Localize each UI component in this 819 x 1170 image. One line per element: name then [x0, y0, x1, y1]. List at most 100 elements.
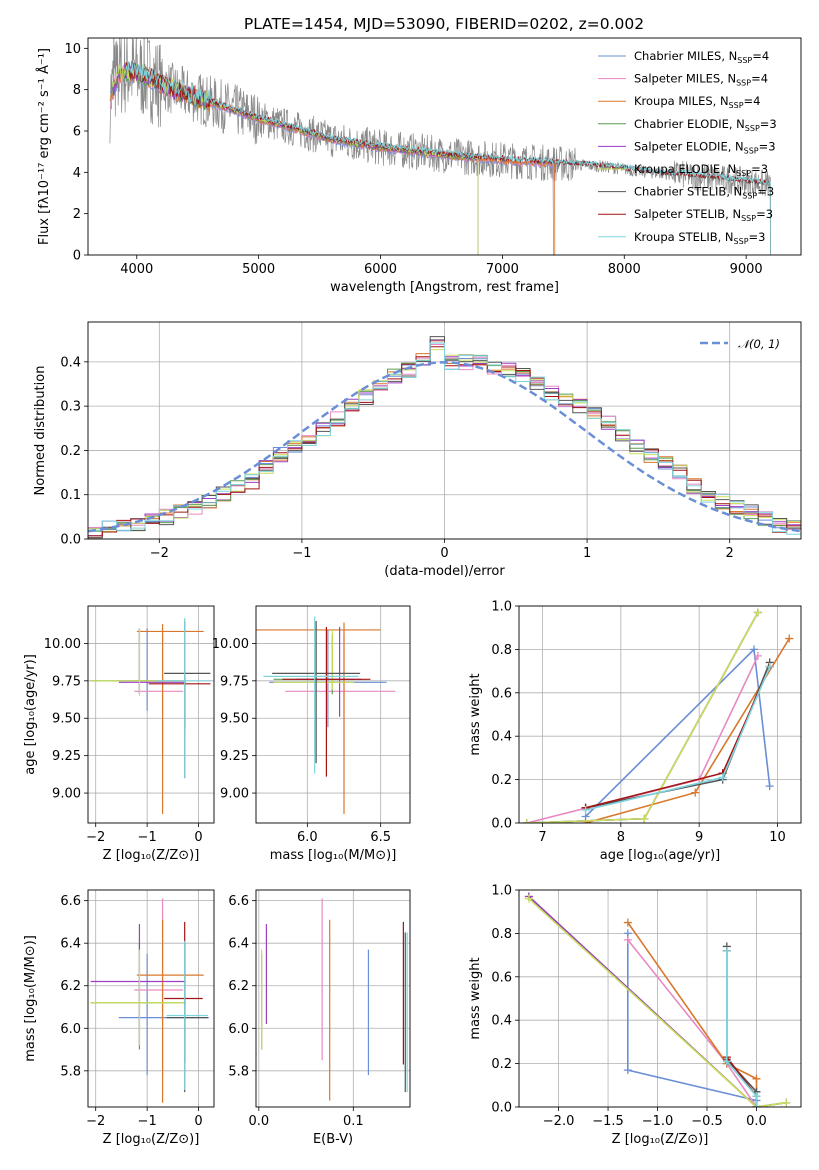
x-tick-label: 4000 — [120, 262, 153, 277]
x-tick-label: −2.0 — [543, 1114, 575, 1129]
spectrum-plot-area — [109, 38, 771, 255]
x-tick-label: 5000 — [242, 262, 275, 277]
legend-entry: Chabrier STELIB, NSSP=3 — [634, 185, 774, 201]
y-tick-label: 10 — [64, 42, 81, 57]
x-tick-label: 7 — [538, 830, 546, 845]
x-tick-label: 0 — [194, 830, 202, 845]
y-tick-label: 9.25 — [220, 749, 249, 764]
massweight-point-marker — [782, 1098, 791, 1107]
y-tick-label: 9.25 — [52, 749, 81, 764]
y-tick-label: 9.00 — [220, 787, 249, 802]
figure-title: PLATE=1454, MJD=53090, FIBERID=0202, z=0… — [244, 15, 644, 33]
massweight-point-marker — [718, 773, 727, 782]
x-tick-label: 6000 — [364, 262, 397, 277]
legend-entry: Chabrier ELODIE, NSSP=3 — [634, 117, 777, 133]
massweight-plot-area — [522, 608, 794, 823]
massweight-series-line — [585, 662, 771, 809]
massweight-point-marker — [765, 662, 774, 671]
x-axis-label: wavelength [Angstrom, rest frame] — [330, 280, 559, 295]
y-tick-label: 9.00 — [52, 787, 81, 802]
model-spectrum-line — [112, 63, 479, 255]
massweight-point-marker — [623, 918, 632, 927]
y-tick-label: 10.00 — [212, 637, 249, 652]
x-axis-label: E(B-V) — [313, 1132, 353, 1147]
legend-entry: Chabrier MILES, NSSP=4 — [634, 49, 769, 65]
errorbar-plot-area — [90, 617, 211, 815]
x-tick-label: 7000 — [486, 262, 519, 277]
x-tick-label: 9000 — [730, 262, 763, 277]
massweight-point-marker — [753, 651, 762, 660]
axes-frame — [255, 889, 411, 1108]
axes-frame — [87, 37, 802, 256]
legend-entry: 𝒩(0, 1) — [738, 337, 780, 351]
x-tick-label: 6.0 — [297, 830, 318, 845]
y-axis-label: Flux [fλ10⁻¹⁷ erg cm⁻² s⁻¹ Å⁻¹] — [36, 48, 52, 245]
massweight-series-line — [528, 898, 787, 1107]
massweight-series-line — [726, 950, 758, 1107]
residual-histogram-step — [88, 336, 801, 539]
massweight-point-marker — [752, 1074, 761, 1083]
x-tick-label: −2 — [86, 830, 105, 845]
legend-entry: Salpeter ELODIE, NSSP=3 — [634, 139, 776, 155]
age-vs-metallicity-panel: −2 −1 0 9.00 9.25 9.50 9.75 10.00 Z [log₁₀(Z/Z⊙)… — [23, 605, 215, 863]
y-axis-label: Normed distribution — [33, 366, 48, 496]
massweight-series-line — [526, 612, 759, 823]
errorbar-plot-area — [90, 898, 209, 1103]
legend-entry: Salpeter MILES, NSSP=4 — [634, 72, 768, 88]
legend-entry: Kroupa ELODIE, NSSP=3 — [634, 162, 768, 178]
massweight-point-marker — [522, 819, 531, 823]
axes-frame — [87, 605, 215, 824]
x-axis-label: mass [log₁₀(M/M⊙)] — [270, 848, 397, 863]
x-tick-label: 8 — [617, 830, 625, 845]
x-tick-label: −2 — [86, 1114, 105, 1129]
x-axis-label: age [log₁₀(age/yr)] — [600, 848, 721, 863]
y-tick-label: 0.4 — [60, 355, 81, 370]
y-tick-label: 0.2 — [60, 444, 81, 459]
y-axis-label: mass weight — [468, 673, 483, 755]
y-tick-label: 0.3 — [60, 400, 81, 415]
massweight-point-marker — [691, 788, 700, 797]
legend-entry: Kroupa STELIB, NSSP=3 — [634, 230, 765, 246]
residuals-panel: −2 −1 0 1 2 0.0 0.1 0.2 0.3 0.4 (data-model)/error… — [33, 321, 802, 579]
y-tick-label: 1.0 — [491, 884, 512, 899]
x-tick-label: 6.5 — [370, 830, 391, 845]
y-tick-label: 9.75 — [52, 674, 81, 689]
y-tick-label: 0.6 — [491, 686, 512, 701]
y-tick-label: 0.6 — [491, 970, 512, 985]
x-tick-label: 8000 — [608, 262, 641, 277]
y-tick-label: 8 — [73, 83, 81, 98]
y-tick-label: 4 — [73, 166, 81, 181]
y-tick-label: 0.2 — [491, 773, 512, 788]
massweight-point-marker — [750, 645, 758, 654]
x-tick-label: −0.5 — [691, 1114, 723, 1129]
mass-vs-extinction-panel: 0.0 0.1 5.8 6.0 6.2 6.4 6.6 E(B-V) — [228, 889, 411, 1147]
massweight-point-marker — [722, 946, 731, 955]
y-tick-label: 6.2 — [228, 979, 249, 994]
y-tick-label: 1.0 — [491, 600, 512, 615]
y-tick-label: 0.2 — [491, 1057, 512, 1072]
x-axis-label: (data-model)/error — [384, 564, 505, 579]
x-axis-label: Z [log₁₀(Z/Z⊙)] — [612, 1132, 709, 1147]
y-tick-label: 0.0 — [60, 533, 81, 548]
y-tick-label: 6.6 — [228, 894, 249, 909]
x-tick-label: 0 — [440, 546, 448, 561]
y-tick-label: 0.0 — [491, 1101, 512, 1116]
axes-frame — [87, 321, 802, 540]
massweight-plot-area — [524, 892, 791, 1107]
x-tick-label: 0.0 — [746, 1114, 767, 1129]
residual-plot-area — [88, 336, 801, 539]
y-tick-label: 0.4 — [491, 730, 512, 745]
massweight-point-marker — [752, 1103, 761, 1107]
x-tick-label: 0.1 — [343, 1114, 364, 1129]
massweight-point-marker — [623, 935, 632, 944]
x-axis-label: Z [log₁₀(Z/Z⊙)] — [103, 1132, 200, 1147]
mass-vs-metallicity-panel: −2 −1 0 5.8 6.0 6.2 6.4 6.6 Z [log₁₀(Z/Z⊙)] mass … — [23, 889, 215, 1147]
massweight-point-marker — [752, 1092, 761, 1101]
axes-frame — [255, 605, 411, 824]
y-tick-label: 10.00 — [44, 637, 81, 652]
model-spectrum-line — [124, 61, 771, 255]
y-tick-label: 9.50 — [52, 712, 81, 727]
massweight-point-marker — [785, 634, 794, 643]
y-tick-label: 0.8 — [491, 643, 512, 658]
y-tick-label: 6.0 — [60, 1022, 81, 1037]
